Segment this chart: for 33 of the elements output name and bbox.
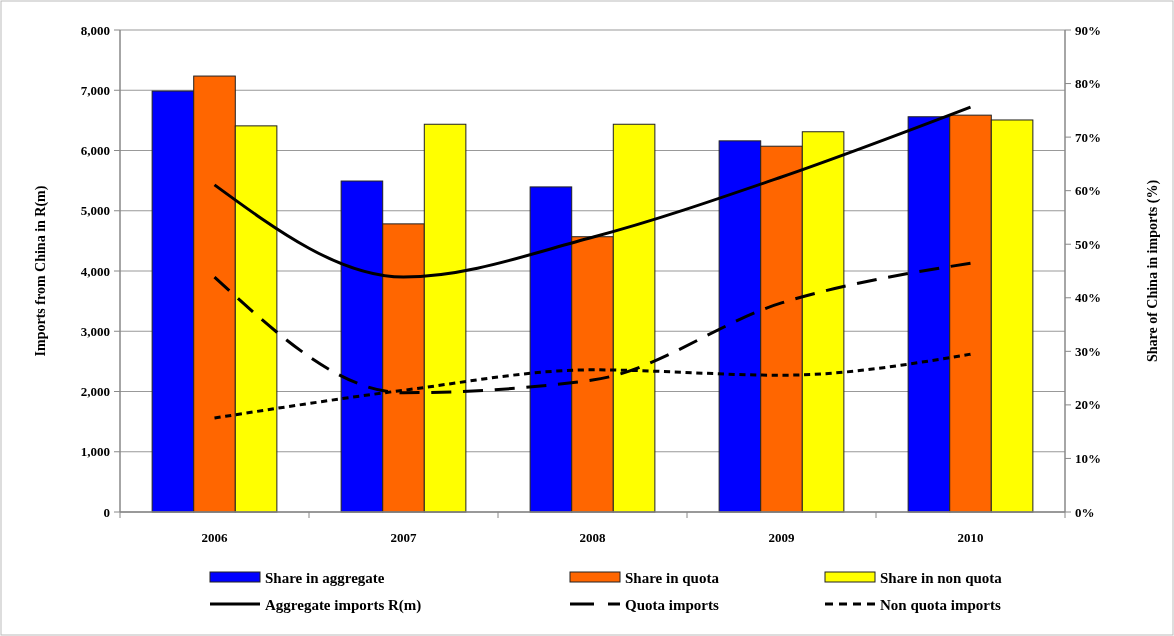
y2-tick-label: 60%: [1075, 183, 1101, 199]
x-tick-label: 2009: [768, 530, 795, 545]
y2-tick-label: 30%: [1075, 343, 1101, 359]
y2-tick-label: 80%: [1075, 76, 1101, 92]
legend-label: Share in non quota: [880, 570, 1003, 586]
y2-tick-label: 50%: [1075, 236, 1101, 252]
legend-label: Aggregate imports R(m): [265, 597, 422, 614]
x-tick-label: 2010: [957, 530, 984, 545]
y2-tick-label: 0%: [1075, 504, 1095, 520]
legend-label: Quota imports: [625, 597, 719, 613]
y-tick-label: 6,000: [80, 143, 110, 159]
x-tick-label: 2008: [579, 530, 606, 545]
line-series: [213, 105, 972, 279]
y-axis-title: Imports from China in R(m): [33, 185, 49, 357]
y-tick-label: 1,000: [80, 444, 110, 460]
y-tick-label: 7,000: [80, 82, 110, 98]
y2-axis-title: Share of China in imports (%): [1145, 179, 1161, 363]
legend-label: Share in aggregate: [265, 570, 385, 586]
legend-label: Non quota imports: [880, 597, 1002, 613]
y2-tick-label: 20%: [1075, 397, 1101, 413]
legend-label: Share in quota: [625, 570, 720, 586]
y-tick-label: 2,000: [80, 384, 110, 400]
x-tick-label: 2007: [390, 530, 417, 545]
y2-tick-label: 70%: [1075, 129, 1101, 145]
y2-tick-label: 90%: [1075, 22, 1101, 38]
y-tick-label: 5,000: [80, 203, 110, 219]
y-tick-label: 8,000: [80, 22, 110, 38]
y-tick-label: 4,000: [80, 263, 110, 279]
y-tick-label: 0: [103, 504, 110, 520]
y2-tick-label: 10%: [1075, 450, 1101, 466]
y-tick-label: 3,000: [80, 323, 110, 339]
y2-tick-label: 40%: [1075, 290, 1101, 306]
x-tick-label: 2006: [201, 530, 228, 545]
